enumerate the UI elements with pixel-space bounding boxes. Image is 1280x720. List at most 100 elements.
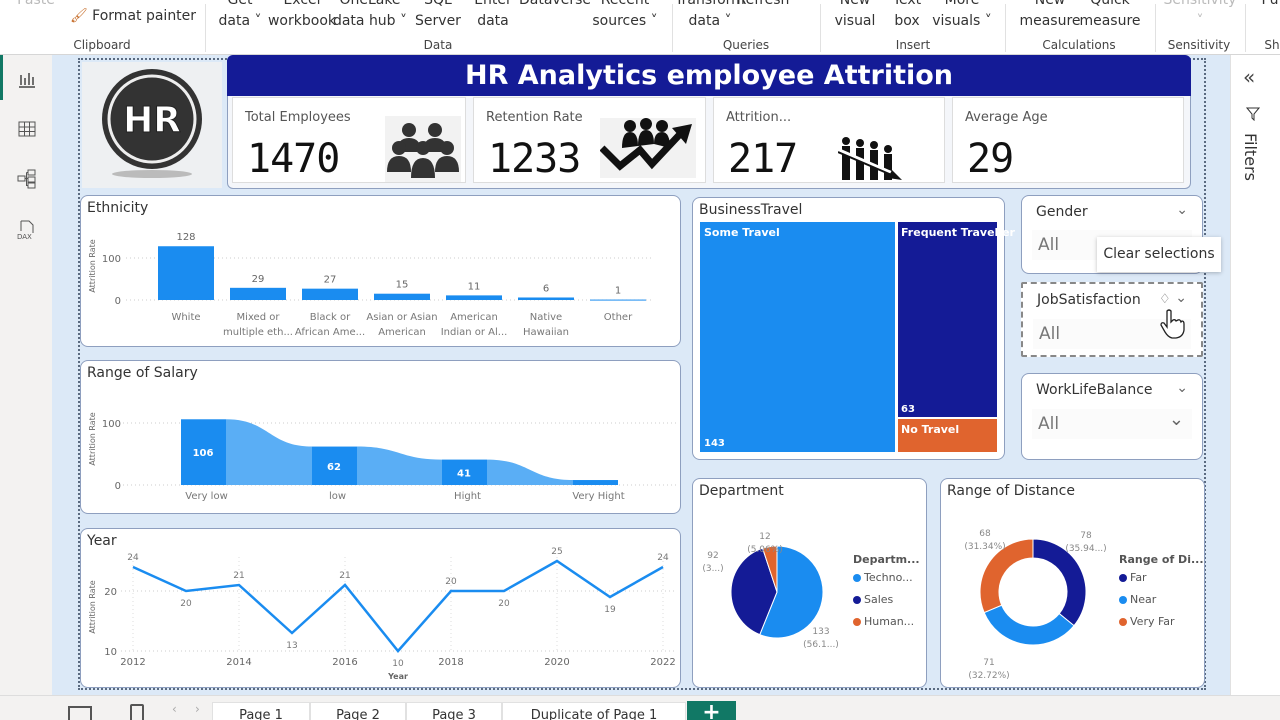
legend-label: Far xyxy=(1130,571,1147,584)
data-label: 29 xyxy=(252,274,265,285)
data-label: 24 xyxy=(657,553,669,563)
y-axis-title: Attrition Rate xyxy=(88,239,97,292)
legend-label: Sales xyxy=(864,593,894,606)
data-label: 24 xyxy=(127,553,139,563)
legend-marker xyxy=(853,618,861,626)
ribbon-button[interactable]: Sensitivity ˅ xyxy=(1163,0,1237,29)
ribbon-button[interactable]: 🖌 Format painter xyxy=(69,8,197,24)
slicer-dropdown[interactable]: All ⌄ xyxy=(1032,409,1192,439)
kpi-card-total-employees[interactable]: Total Employees 1470 xyxy=(232,97,466,183)
data-label: 20 xyxy=(180,599,192,609)
mobile-layout-icon[interactable] xyxy=(130,704,144,720)
dax-query-view-icon[interactable]: DAX xyxy=(16,219,38,241)
chevron-down-icon[interactable]: ⌄ xyxy=(1176,380,1188,396)
report-view-icon[interactable] xyxy=(16,69,38,91)
ribbon-separator xyxy=(1005,4,1006,52)
ribbon-button[interactable]: Quick measure xyxy=(1079,0,1141,29)
ribbon-button[interactable]: Refresh xyxy=(736,0,790,8)
data-label: 21 xyxy=(233,571,244,581)
ribbon-button[interactable]: Text box xyxy=(892,0,922,29)
year-chart[interactable]: Year Attrition Rate 10 20 2012 2014 2016 2018 2… xyxy=(80,528,681,688)
distance-chart[interactable]: Range of Distance 78 (35.94...) 71 (32.72%)… xyxy=(940,478,1205,688)
x-tick-label: 2022 xyxy=(650,657,675,668)
ribbon-button[interactable]: Get data ˅ xyxy=(218,0,262,29)
department-pie-chart: 133 (56.1...) 92 (3...) 12 (5.06%) xyxy=(702,532,839,650)
ribbon-group-label: Calculations xyxy=(1042,38,1116,52)
fit-page-icon[interactable] xyxy=(68,706,92,720)
legend-item[interactable]: Far xyxy=(1119,571,1147,584)
kpi-label: Total Employees xyxy=(245,110,351,125)
slice xyxy=(761,545,778,593)
kpi-value: 29 xyxy=(967,136,1014,182)
legend-item[interactable]: Very Far xyxy=(1119,615,1175,628)
chevron-down-icon[interactable]: ⌄ xyxy=(1176,202,1188,218)
kpi-card-attrition[interactable]: Attrition... 217 xyxy=(713,97,945,183)
filters-pane-label[interactable]: Filters xyxy=(1241,133,1260,181)
data-label: 27 xyxy=(324,275,337,286)
eraser-icon[interactable]: ♢ xyxy=(1159,292,1171,307)
business-travel-chart[interactable]: BusinessTravel Some Travel 143 Frequent … xyxy=(692,197,1015,460)
ribbon-button[interactable]: More visuals ˅ xyxy=(932,0,992,29)
next-page-icon[interactable]: › xyxy=(195,702,200,716)
kpi-label: Attrition... xyxy=(726,110,792,125)
y-tick-label: 10 xyxy=(104,647,117,658)
data-label: (3...) xyxy=(702,564,723,574)
ribbon-button[interactable]: Transform data ˅ xyxy=(675,0,745,29)
ethnicity-chart[interactable]: Ethnicity Attrition Rate 0 100 128 White 29 Mi… xyxy=(80,195,681,347)
tile-label: No Travel xyxy=(901,423,960,436)
ribbon-button[interactable]: OneLake data hub ˅ xyxy=(332,0,408,29)
ribbon: Paste 🖌 Format painter Get data ˅ Excel workb… xyxy=(0,0,1280,55)
tab-duplicate-page-1[interactable]: Duplicate of Page 1 xyxy=(502,702,686,720)
treemap-tile-frequent-traveller[interactable]: Frequent Traveller 63 xyxy=(898,222,1015,417)
ribbon-button[interactable]: Pu xyxy=(1261,0,1279,8)
data-label: 13 xyxy=(286,641,297,651)
ribbon-button[interactable]: Excel workbook xyxy=(267,0,336,29)
ribbon-button[interactable]: Recent sources ˅ xyxy=(592,0,658,29)
tab-page-3[interactable]: Page 3 xyxy=(406,702,502,720)
department-chart[interactable]: Department 133 (56.1...) 92 (3...) 12 (5.06%)… xyxy=(692,478,927,688)
tab-page-1[interactable]: Page 1 xyxy=(212,702,310,720)
bar xyxy=(374,293,430,300)
legend-item[interactable]: Techno... xyxy=(853,571,913,584)
data-label: 1 xyxy=(615,286,621,297)
add-page-button[interactable]: + xyxy=(687,701,736,720)
legend-item[interactable]: Near xyxy=(1119,593,1156,606)
ribbon-button[interactable]: SQL Server xyxy=(415,0,461,29)
treemap-tile-no-travel[interactable]: No Travel xyxy=(898,419,997,452)
data-label: 10 xyxy=(392,659,404,669)
model-view-icon[interactable] xyxy=(16,169,38,191)
people-group-icon xyxy=(385,116,461,182)
tab-page-2[interactable]: Page 2 xyxy=(310,702,406,720)
legend-item[interactable]: Sales xyxy=(853,593,893,606)
prev-page-icon[interactable]: ‹ xyxy=(172,702,177,716)
ribbon-button[interactable]: New measure xyxy=(1019,0,1081,29)
chart-title: Range of Distance xyxy=(947,483,1075,499)
tile-label: Some Travel xyxy=(704,226,780,239)
legend-marker xyxy=(1119,574,1127,582)
data-label: 25 xyxy=(551,547,562,557)
bar xyxy=(442,459,487,485)
treemap-tile-some-travel[interactable]: Some Travel 143 xyxy=(700,222,895,452)
kpi-card-retention-rate[interactable]: Retention Rate 1233 xyxy=(473,97,706,183)
y-tick-label: 20 xyxy=(104,587,117,598)
work-life-balance-slicer[interactable]: WorkLifeBalance ⌄ All ⌄ xyxy=(1021,373,1203,460)
data-label: 20 xyxy=(498,599,510,609)
data-label: 11 xyxy=(468,281,481,292)
format-painter-icon: 🖌 xyxy=(69,8,88,24)
chevron-down-icon[interactable]: ⌄ xyxy=(1175,290,1187,306)
job-satisfaction-slicer[interactable]: JobSatisfaction ♢ ⌄ All xyxy=(1021,282,1203,357)
ribbon-button[interactable]: Dataverse xyxy=(519,0,591,8)
ribbon-group-label: Queries xyxy=(722,38,770,52)
table-view-icon[interactable] xyxy=(16,119,38,141)
x-tick-label: 2020 xyxy=(544,657,569,668)
ribbon-button[interactable]: Paste xyxy=(17,0,55,8)
collapse-pane-icon[interactable]: « xyxy=(1243,65,1256,89)
chart-title: BusinessTravel xyxy=(699,202,803,218)
salary-chart[interactable]: Range of Salary Attrition Rate 0 100 106 Ver… xyxy=(80,360,681,514)
legend-item[interactable]: Human... xyxy=(853,615,914,628)
y-tick-label: 100 xyxy=(102,419,121,430)
ribbon-button[interactable]: Enter data xyxy=(474,0,512,29)
ribbon-button[interactable]: New visual xyxy=(834,0,876,29)
kpi-card-average-age[interactable]: Average Age 29 xyxy=(952,97,1184,183)
kpi-container: Total Employees 1470 Retention Rate 1233… xyxy=(227,96,1191,189)
